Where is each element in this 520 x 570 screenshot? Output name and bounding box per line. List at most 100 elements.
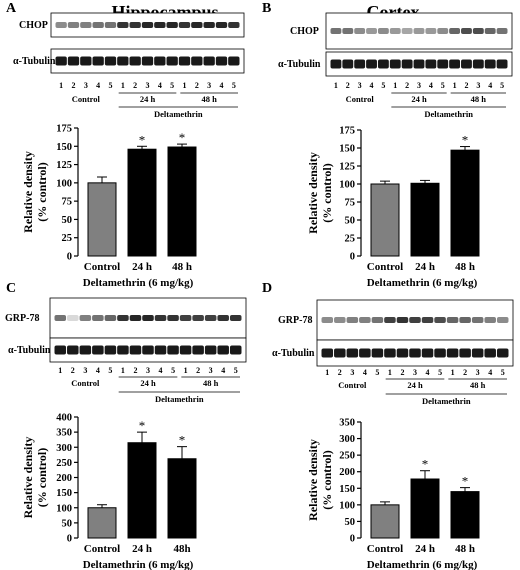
band [167, 345, 179, 355]
bar-chart: 0 25 50 75 100 125 150 175 Relative density (% co… [21, 124, 197, 289]
x-tick-label: Control [84, 261, 120, 273]
x-tick-label: 48 h [455, 543, 475, 555]
band [92, 22, 104, 28]
lane-number: 2 [72, 81, 76, 90]
y-tick-label: 175 [56, 124, 72, 135]
y-tick-label: 125 [56, 160, 72, 171]
group-label: Control [72, 94, 101, 104]
treatment-label: Deltamethrin [422, 396, 471, 406]
band [321, 348, 334, 358]
band [484, 59, 496, 69]
y-tick-label: 0 [350, 252, 355, 263]
group-label: 24 h [140, 378, 156, 388]
band [409, 317, 421, 323]
lane-number: 1 [453, 81, 457, 90]
band [437, 59, 449, 69]
x-tick-label: 24 h [132, 261, 152, 273]
y-tick-label: 0 [67, 252, 72, 263]
blot-label: GRP-78 [278, 315, 312, 326]
lane-number: 1 [325, 368, 329, 377]
lane-number: 4 [370, 81, 374, 90]
band [334, 348, 346, 358]
band [421, 317, 434, 323]
band [154, 22, 166, 28]
y-tick-label: 50 [62, 518, 73, 529]
band [472, 28, 484, 34]
significance-marker: * [139, 132, 146, 147]
lane-number: 2 [464, 81, 468, 90]
band [434, 317, 446, 323]
band [359, 317, 371, 323]
bar-chart: 0 25 50 75 100 125 150 175 Relative density (% co… [306, 126, 480, 289]
bar [87, 182, 117, 257]
band [117, 315, 129, 321]
y-axis-label-unit: (% control) [35, 448, 49, 507]
band [366, 59, 377, 69]
band [425, 28, 437, 34]
lane-number: 4 [429, 81, 433, 90]
lane-number: 4 [221, 366, 225, 375]
band [421, 348, 434, 358]
band [92, 56, 104, 66]
lane-number: 4 [96, 81, 100, 90]
y-tick-label: 250 [56, 458, 72, 469]
bar-chart: 0 50 100 150 200 250 300 350 Relative density (% … [306, 418, 480, 570]
band [217, 315, 229, 321]
lane-number: 1 [121, 81, 125, 90]
lane-number: 5 [170, 81, 174, 90]
lane-number: 3 [476, 81, 480, 90]
lane-number: 4 [488, 81, 492, 90]
y-tick-label: 25 [345, 234, 356, 245]
blot-loading-control: α-Tubulin [278, 51, 513, 77]
lane-number: 3 [350, 368, 354, 377]
blot-label: α-Tubulin [8, 345, 51, 356]
band [79, 315, 92, 321]
band [203, 22, 215, 28]
y-tick-label: 350 [56, 428, 72, 439]
y-tick-label: 200 [56, 473, 72, 484]
y-axis-label: Relative density [306, 439, 320, 521]
y-axis-label: Relative density [21, 437, 35, 519]
bar [370, 183, 400, 257]
significance-marker: * [179, 130, 186, 145]
blot-label: α-Tubulin [13, 56, 56, 67]
band [484, 348, 496, 358]
group-label: 48 h [201, 94, 217, 104]
y-tick-label: 400 [56, 413, 72, 424]
band [191, 56, 203, 66]
lane-number: 5 [500, 81, 504, 90]
panel-label: D [262, 281, 272, 296]
lane-number: 3 [207, 81, 211, 90]
blot-loading-control: α-Tubulin [13, 48, 245, 74]
band [166, 56, 178, 66]
blot-target: CHOP [19, 12, 245, 38]
band [496, 59, 508, 69]
band [434, 348, 446, 358]
lane-number: 3 [146, 366, 150, 375]
lane-number: 3 [146, 81, 150, 90]
band [437, 28, 449, 34]
band [104, 56, 117, 66]
band [346, 317, 359, 323]
y-axis-label: Relative density [21, 151, 35, 233]
y-tick-label: 150 [56, 142, 72, 153]
treatment-label: Deltamethrin [424, 109, 473, 119]
group-label: Control [346, 94, 375, 104]
band [342, 28, 354, 34]
significance-marker: * [422, 457, 429, 472]
band [129, 56, 141, 66]
y-tick-label: 150 [56, 488, 72, 499]
lane-number: 1 [183, 81, 187, 90]
band [67, 56, 80, 66]
bar [370, 504, 400, 539]
band [55, 22, 67, 28]
y-axis-label-unit: (% control) [320, 450, 334, 509]
band [446, 348, 459, 358]
x-tick-label: 24 h [132, 543, 152, 555]
y-tick-label: 200 [339, 467, 355, 478]
band [192, 345, 204, 355]
bar [167, 458, 197, 539]
band [330, 59, 342, 69]
lane-number: 2 [196, 366, 200, 375]
